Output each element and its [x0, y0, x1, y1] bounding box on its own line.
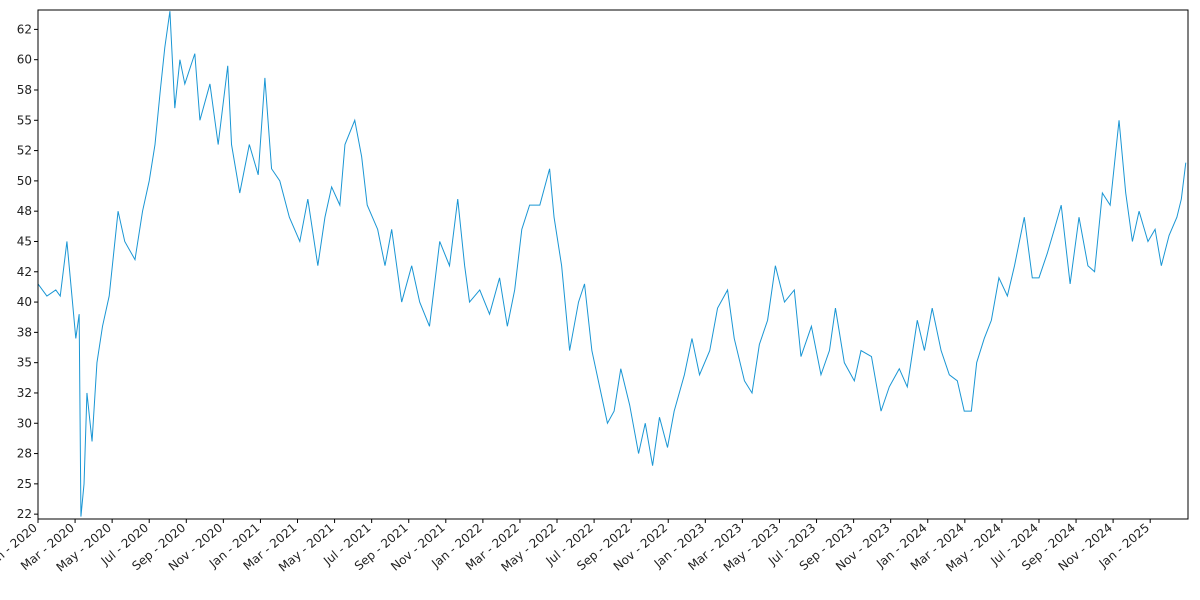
y-tick-label: 25 — [17, 477, 32, 491]
y-tick-label: 60 — [17, 53, 32, 67]
y-tick-label: 32 — [17, 386, 32, 400]
y-tick-label: 38 — [17, 325, 32, 339]
data-line — [38, 11, 1187, 517]
y-tick-label: 28 — [17, 447, 32, 461]
y-tick-label: 22 — [17, 507, 32, 521]
y-tick-label: 30 — [17, 416, 32, 430]
y-tick-label: 62 — [17, 22, 32, 36]
y-tick-label: 42 — [17, 265, 32, 279]
y-tick-label: 35 — [17, 356, 32, 370]
y-tick-label: 45 — [17, 234, 32, 248]
plot-frame — [37, 9, 1189, 520]
y-tick-label: 55 — [17, 113, 32, 127]
y-tick-label: 52 — [17, 144, 32, 158]
y-tick-label: 48 — [17, 204, 32, 218]
y-tick-label: 50 — [17, 174, 32, 188]
y-tick-label: 40 — [17, 295, 32, 309]
y-tick-label: 58 — [17, 83, 32, 97]
